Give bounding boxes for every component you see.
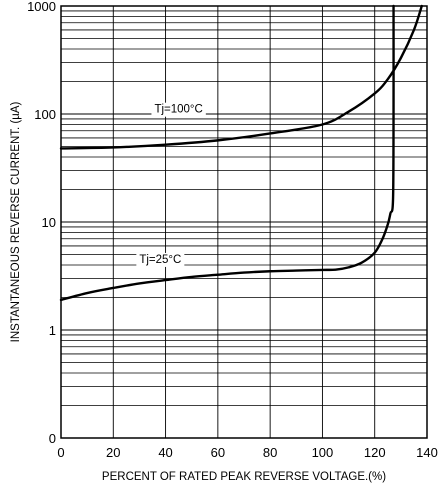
x-tick-label: 120 <box>364 445 386 460</box>
x-tick-label: 140 <box>416 445 438 460</box>
y-tick-label: 1 <box>49 323 56 338</box>
series-line <box>59 4 423 150</box>
series-label-background <box>151 102 206 117</box>
x-axis-title: PERCENT OF RATED PEAK REVERSE VOLTAGE.(%… <box>102 471 386 483</box>
series-label: Tj=25°C <box>139 254 181 266</box>
x-tick-label: 40 <box>158 445 172 460</box>
x-tick-label: 20 <box>106 445 120 460</box>
x-tick-label: 0 <box>57 445 64 460</box>
y-axis-title: INSTANTANEOUS REVERSE CURRENT. (µA) <box>10 101 22 342</box>
series-label: Tj=100°C <box>154 104 202 116</box>
y-tick-label: 10 <box>42 215 56 230</box>
y-tick-label: 0 <box>49 431 56 446</box>
x-tick-label: 100 <box>312 445 334 460</box>
y-tick-label: 1000 <box>27 0 56 14</box>
y-tick-label: 100 <box>34 107 56 122</box>
x-tick-label: 80 <box>263 445 277 460</box>
grid <box>60 6 428 439</box>
series-lines <box>59 4 423 302</box>
series-line <box>59 4 395 302</box>
series-label-background <box>136 252 185 267</box>
x-tick-label: 60 <box>211 445 225 460</box>
plot-frame <box>60 5 428 439</box>
tick-labels: 0 20 40 60 80 100 120 140 0 1 10 100 1000 <box>27 0 438 460</box>
series-labels: Tj=100°C Tj=25°C <box>136 102 206 267</box>
